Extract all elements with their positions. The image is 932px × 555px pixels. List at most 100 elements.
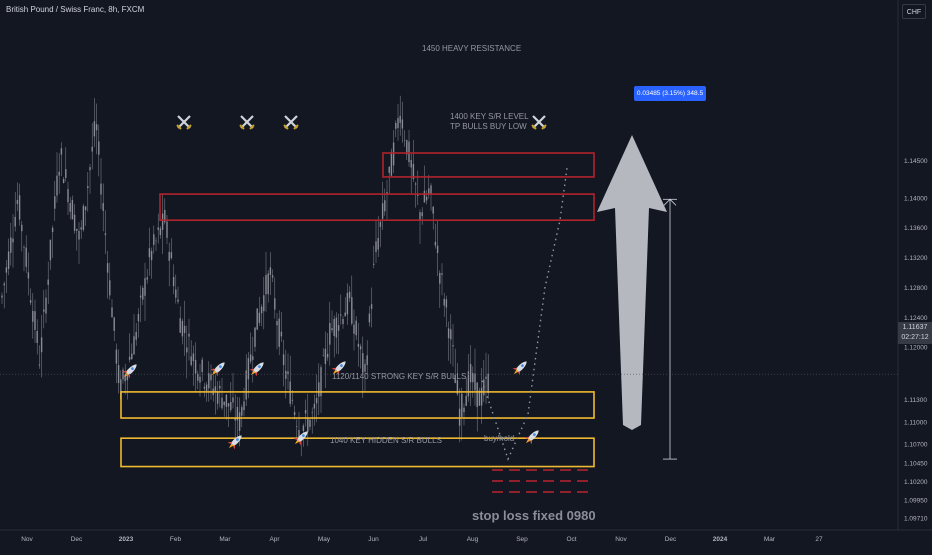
candle-body [452,345,454,347]
sword-blade [177,115,191,129]
resistance-zone [382,152,595,178]
y-tick-label: 1.10450 [904,460,928,467]
x-tick-label: Aug [467,536,479,543]
candle-body [392,142,395,166]
candle-body [150,251,153,261]
symbol-title: British Pound / Swiss Franc, 8h, FXCM [6,5,145,14]
candle-body [278,318,280,347]
time-axis[interactable]: Nov Dec 2023 Feb Mar Apr May Jun Jul Aug Sep Oct Nov… [0,529,932,543]
candle-body [223,401,225,406]
price-axis[interactable]: 1.14500 1.14000 1.13600 1.13200 1.12800 1.124… [897,0,928,530]
candle-body [443,298,445,306]
up-arrow [597,135,667,430]
candle-body [232,397,234,403]
arrow-shape [597,135,667,430]
candle-body [322,354,324,356]
candle-body [71,199,74,220]
candle-body [357,343,360,347]
candle-body [381,203,384,219]
candle-body [326,353,329,358]
x-tick-label: Mar [764,536,776,543]
y-tick-label: 1.14500 [904,158,928,165]
candle-body [234,417,236,421]
candle-body [199,376,201,383]
candle-body [126,371,129,381]
rocket-flame [123,372,129,378]
candle-body [172,276,175,287]
candle-body [370,304,373,309]
candle-body [43,309,45,312]
candle-body [265,274,267,295]
candle-body [100,183,102,195]
candle-body [78,230,80,240]
candle-body [414,183,417,185]
candle-body [38,364,41,366]
candle-body [190,356,192,366]
candle-body [201,359,203,372]
candle-body [183,325,186,334]
candle-body [12,238,14,243]
candle-body [436,245,439,253]
candle-body [318,382,320,397]
candle-body [161,213,164,230]
projection-dotted-line [481,167,568,462]
x-tick-label: Apr [269,536,280,543]
candle-body [362,353,364,373]
candle-body [403,139,406,141]
candle-body [379,221,382,227]
x-tick-label: 2023 [119,536,134,543]
candle-body [384,200,386,212]
candle-body [474,373,476,391]
candle-body [32,310,34,322]
y-tick-label: 1.13600 [904,225,928,232]
rocket-window [521,364,524,367]
candle-body [302,425,305,431]
candle-body [181,320,184,337]
y-tick-label: 1.09950 [904,498,928,505]
candle-body [73,214,76,231]
candle-body [230,402,232,411]
crossed-swords-icon [531,115,547,130]
candle-body [260,306,263,314]
candle-body [307,417,309,433]
candle-body [153,234,155,245]
candle-body [439,272,441,284]
rocket-window [131,367,134,370]
candle-body [80,227,82,230]
candle-body [296,426,298,428]
candle-body [179,318,181,333]
candle-body [410,160,412,168]
candle-body [188,333,190,337]
candle-body [216,392,219,404]
candle-body [395,123,397,129]
candle-body [309,419,311,427]
last-price-value: 1.11637 [902,324,928,331]
candle-body [285,370,287,379]
candle-body [351,297,353,324]
candle-body [221,397,223,409]
sword-hilt [541,124,547,130]
currency-button[interactable]: CHF [902,4,926,19]
y-tick-label: 1.10200 [904,479,928,486]
candle-body [95,124,98,131]
candle-body [238,412,241,432]
x-tick-label: Nov [21,536,33,543]
candle-body [274,298,276,310]
candle-body [45,297,47,314]
rocket-body [214,362,225,373]
y-tick-label: 1.12800 [904,285,928,292]
sword-hilt [293,124,299,130]
rocket-window [219,365,222,368]
candle-body [480,387,483,406]
candle-body [298,430,300,438]
rocket-icon [331,361,346,376]
candle-body [29,300,32,303]
candle-body [18,195,21,220]
candle-body [324,348,327,364]
candle-body [469,364,472,383]
candle-body [249,354,252,362]
zones [120,152,595,468]
candle-body [485,376,487,379]
